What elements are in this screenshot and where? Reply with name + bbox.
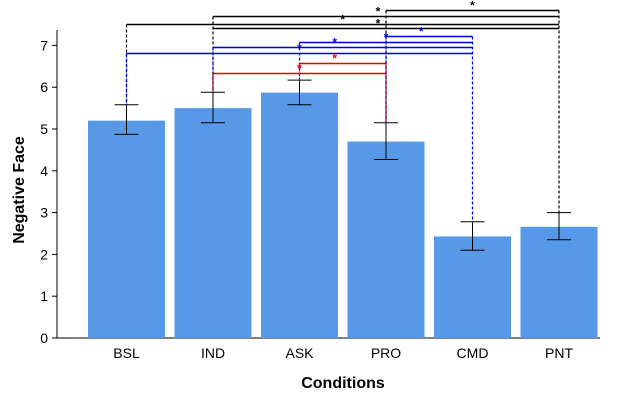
y-tick-label: 2 xyxy=(40,246,48,262)
y-tick-label: 6 xyxy=(40,79,48,95)
significance-star: * xyxy=(419,25,424,39)
x-tick-label: PNT xyxy=(545,345,573,361)
y-axis-title: Negative Face xyxy=(11,136,28,244)
x-tick-label: IND xyxy=(201,345,225,361)
y-ticks: 0 1 2 3 4 5 6 7 xyxy=(40,37,57,346)
y-tick-label: 0 xyxy=(40,330,48,346)
x-tick-label: PRO xyxy=(371,345,401,361)
x-ticks: BSL IND ASK PRO CMD PNT xyxy=(113,345,573,361)
bar-bsl xyxy=(88,120,165,338)
significance-brackets: ********** xyxy=(125,0,560,222)
significance-star: * xyxy=(332,52,337,66)
y-tick-label: 5 xyxy=(40,121,48,137)
y-tick-label: 1 xyxy=(40,288,48,304)
bar-ind xyxy=(174,108,252,338)
bar-cmd xyxy=(434,236,511,338)
significance-star: * xyxy=(470,0,475,13)
significance-star: * xyxy=(340,13,345,27)
y-tick-label: 7 xyxy=(40,37,48,53)
bar-pro xyxy=(347,141,425,338)
x-tick-label: CMD xyxy=(457,345,489,361)
bars xyxy=(88,92,598,338)
significance-star: * xyxy=(376,5,381,19)
significance-star: * xyxy=(376,17,381,31)
x-axis-title: Conditions xyxy=(301,375,385,392)
y-tick-label: 4 xyxy=(40,163,48,179)
bar-ask xyxy=(261,92,338,338)
y-tick-label: 3 xyxy=(40,205,48,221)
x-tick-label: ASK xyxy=(285,345,314,361)
x-tick-label: BSL xyxy=(113,345,140,361)
bar-pnt xyxy=(520,226,598,338)
